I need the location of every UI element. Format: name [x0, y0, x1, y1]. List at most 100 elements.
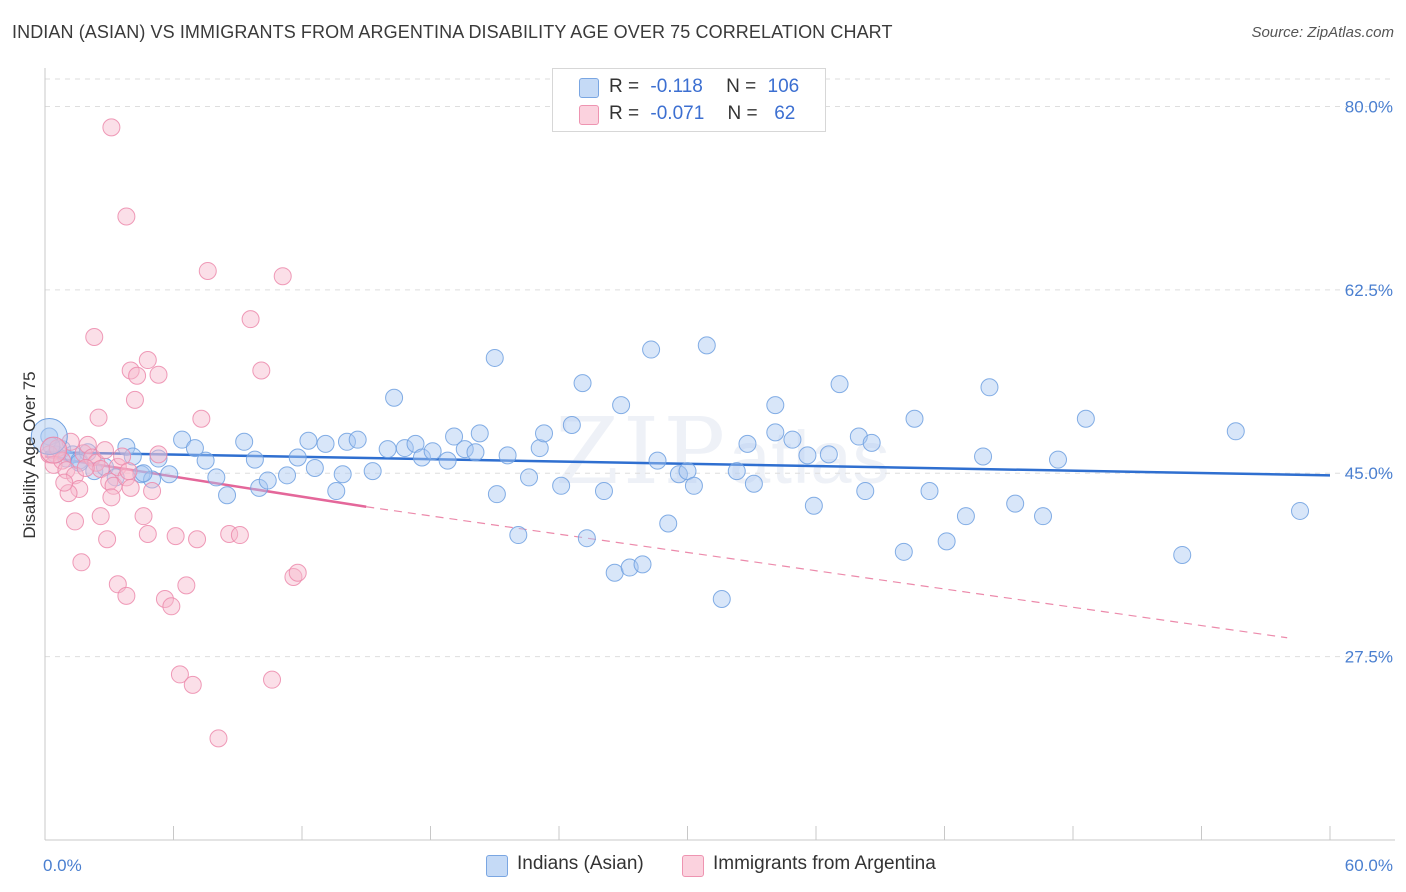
point-argentina — [138, 525, 157, 543]
point-argentina — [65, 466, 84, 485]
point-indians — [185, 439, 204, 458]
legend-n-label: N = — [726, 76, 757, 97]
point-indians — [278, 466, 297, 485]
chart-title: INDIAN (ASIAN) VS IMMIGRANTS FROM ARGENT… — [12, 22, 893, 42]
point-argentina — [209, 729, 228, 748]
point-indians — [466, 443, 485, 462]
legend-r-label: R = — [609, 76, 640, 97]
point-argentina — [117, 207, 136, 226]
point-argentina — [128, 366, 147, 385]
point-indians — [470, 424, 489, 443]
point-indians — [385, 388, 404, 407]
point-indians — [438, 451, 457, 470]
point-indians — [160, 465, 179, 484]
point-indians — [605, 563, 624, 582]
point-indians — [245, 450, 264, 469]
point-argentina — [125, 390, 144, 409]
point-indians — [333, 465, 352, 484]
point-indians — [905, 409, 924, 428]
point-indians — [1006, 494, 1025, 513]
point-indians — [520, 468, 539, 487]
point-argentina — [183, 675, 202, 694]
legend-stats-indians: R = -0.118 N = 106 — [609, 76, 799, 98]
point-indians — [642, 340, 661, 359]
point-indians — [562, 416, 581, 435]
point-indians — [455, 440, 474, 459]
point-indians — [149, 449, 168, 468]
y-tick-label: 27.5% — [1345, 648, 1393, 667]
legend-stats-argentina: R = -0.071 N = 62 — [609, 103, 795, 125]
point-indians — [316, 434, 335, 453]
point-indians — [819, 445, 838, 464]
point-argentina — [134, 507, 153, 526]
legend-r-value: -0.118 — [650, 76, 703, 97]
point-indians — [862, 433, 881, 452]
point-argentina — [149, 365, 168, 384]
point-indians — [378, 440, 397, 459]
point-indians — [684, 476, 703, 495]
point-indians — [423, 442, 442, 461]
point-indians — [712, 589, 731, 608]
point-argentina — [177, 576, 196, 595]
point-indians — [487, 485, 506, 504]
point-indians — [727, 462, 746, 481]
point-indians — [612, 396, 631, 415]
tick-labels: 27.5% 45.0% 62.5% 80.0% 0.0% 60.0% — [43, 97, 1393, 875]
point-indians — [766, 396, 785, 415]
data-points — [30, 118, 1310, 748]
point-argentina — [138, 351, 157, 370]
point-indians — [218, 486, 237, 505]
point-argentina — [59, 484, 78, 503]
point-argentina — [85, 327, 104, 346]
legend-r-value: -0.071 — [650, 103, 705, 124]
bottom-legend-swatch-argentina — [682, 855, 704, 877]
legend-n-value: 106 — [767, 76, 800, 97]
point-indians — [509, 526, 528, 545]
point-indians — [1173, 545, 1192, 564]
trend-line-argentina-extension — [366, 506, 1288, 639]
point-indians — [766, 423, 785, 442]
point-indians — [235, 432, 254, 451]
point-argentina — [143, 482, 162, 501]
point-argentina — [121, 478, 140, 497]
point-indians — [830, 375, 849, 394]
x-tick-label-min: 0.0% — [43, 856, 82, 875]
x-tick-label-max: 60.0% — [1345, 856, 1393, 875]
point-indians — [594, 482, 613, 501]
point-indians — [633, 555, 652, 574]
point-argentina — [117, 586, 136, 605]
point-indians — [395, 439, 414, 458]
point-argentina — [55, 473, 74, 492]
point-indians — [783, 430, 802, 449]
point-indians — [980, 378, 999, 397]
correlation-legend: R = -0.118 N = 106 R = -0.071 N = 62 — [552, 68, 826, 132]
point-indians — [697, 336, 716, 355]
point-argentina — [70, 479, 89, 498]
point-indians — [798, 446, 817, 465]
point-indians — [1049, 450, 1068, 469]
point-indians — [117, 438, 136, 457]
point-argentina — [252, 361, 271, 380]
point-argentina — [65, 512, 84, 531]
point-indians — [552, 476, 571, 495]
point-argentina — [74, 444, 93, 463]
point-indians — [974, 447, 993, 466]
point-argentina — [188, 530, 207, 549]
point-argentina — [155, 589, 174, 608]
legend-swatch-argentina — [579, 105, 599, 125]
point-indians — [573, 374, 592, 393]
trend-line-indians — [44, 451, 1331, 477]
point-argentina — [230, 526, 249, 545]
point-indians — [1076, 409, 1095, 428]
grid-lines — [45, 78, 1395, 658]
bottom-legend-label-indians: Indians (Asian) — [517, 853, 644, 874]
chart-source: Source: ZipAtlas.com — [1251, 24, 1394, 41]
point-indians — [920, 482, 939, 501]
point-argentina — [98, 530, 117, 549]
point-argentina — [89, 408, 108, 427]
point-indians — [856, 482, 875, 501]
point-indians — [485, 348, 504, 367]
trend-line-argentina — [44, 455, 367, 508]
point-argentina — [91, 507, 110, 526]
